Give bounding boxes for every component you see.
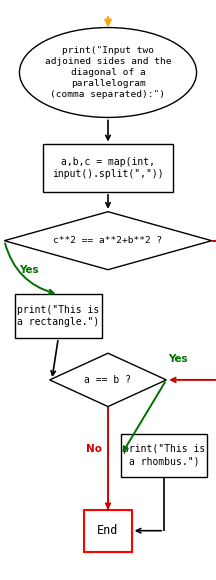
Text: print("This is
a rhombus."): print("This is a rhombus.") bbox=[123, 444, 205, 466]
Bar bbox=[84, 510, 132, 552]
Ellipse shape bbox=[19, 27, 197, 117]
Text: Yes: Yes bbox=[168, 354, 188, 364]
Bar bbox=[43, 144, 173, 192]
Text: Yes: Yes bbox=[19, 264, 39, 274]
Text: a == b ?: a == b ? bbox=[84, 375, 132, 385]
Text: c**2 == a**2+b**2 ?: c**2 == a**2+b**2 ? bbox=[53, 236, 163, 245]
Text: a,b,c = map(int,
input().split(",")): a,b,c = map(int, input().split(",")) bbox=[52, 157, 164, 179]
Text: No: No bbox=[86, 444, 102, 454]
Bar bbox=[121, 434, 207, 477]
Text: End: End bbox=[97, 524, 119, 537]
Text: print("Input two
adjoined sides and the
diagonal of a
parallelogram
(comma separ: print("Input two adjoined sides and the … bbox=[45, 46, 171, 99]
Bar bbox=[15, 294, 102, 338]
Text: print("This is
a rectangle."): print("This is a rectangle.") bbox=[17, 305, 99, 327]
Polygon shape bbox=[50, 353, 166, 407]
Polygon shape bbox=[4, 212, 212, 270]
